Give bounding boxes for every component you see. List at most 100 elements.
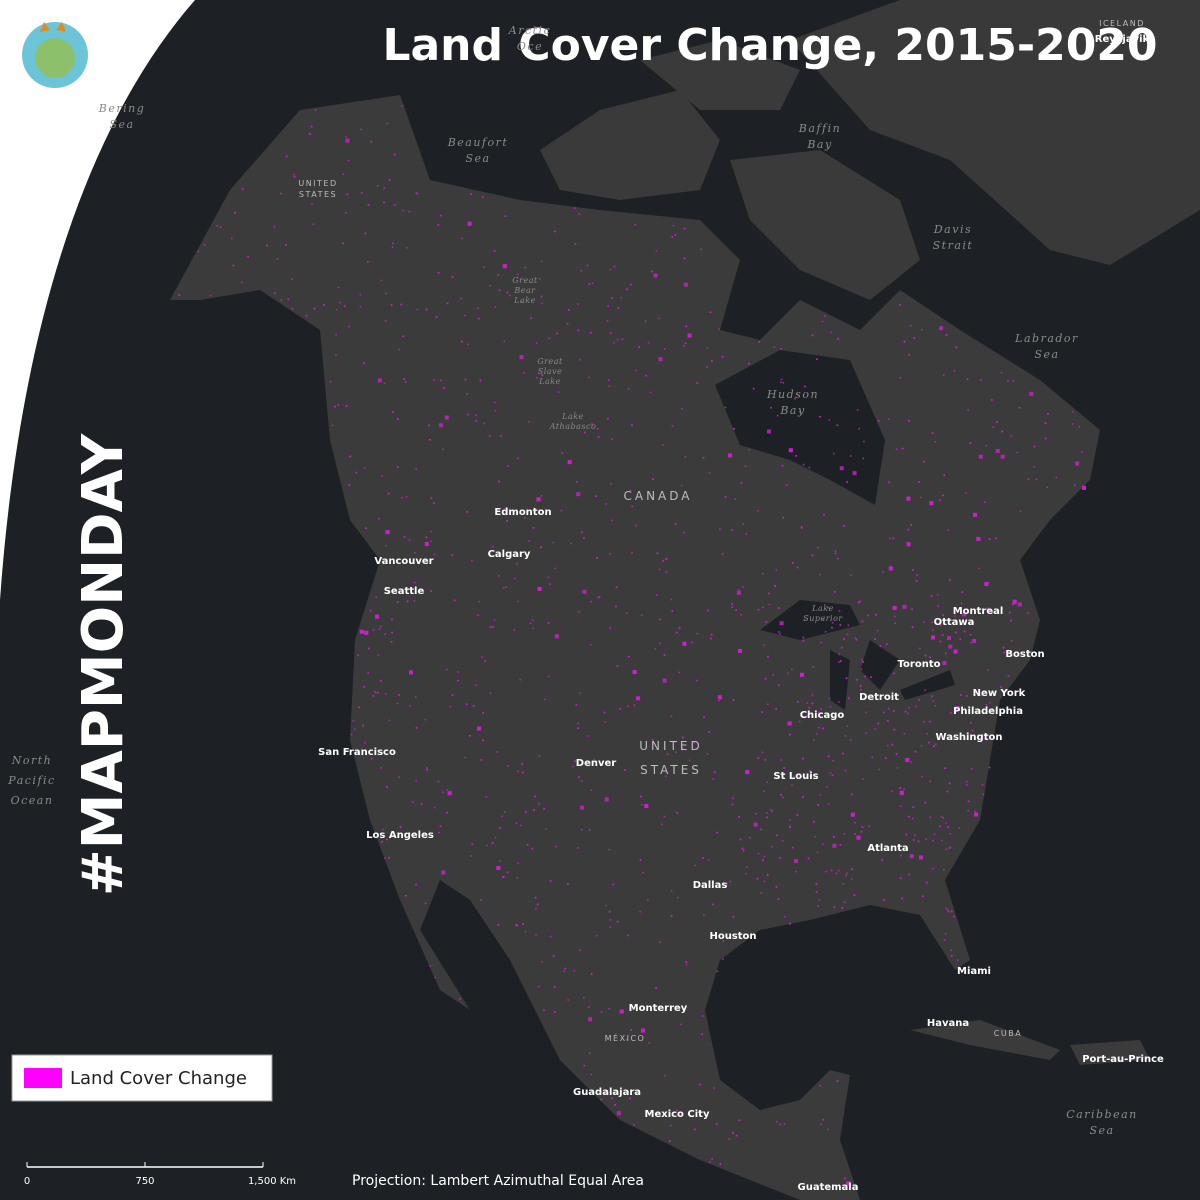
change-patch: [605, 904, 607, 907]
arctic-island: [540, 90, 720, 200]
change-patch: [576, 480, 578, 483]
change-patch: [1016, 451, 1018, 454]
change-patch: [424, 902, 427, 905]
change-patch: [588, 283, 591, 285]
change-patch: [863, 440, 865, 443]
change-patch: [967, 409, 969, 411]
change-patch: [408, 210, 410, 213]
change-patch: [945, 822, 947, 824]
change-patch: [579, 949, 581, 951]
change-patch: [652, 478, 654, 480]
change-patch: [392, 411, 394, 414]
change-patch: [536, 376, 538, 379]
change-patch: [766, 812, 768, 814]
change-patch: [1027, 612, 1030, 615]
change-patch: [953, 369, 955, 372]
change-patch: [969, 442, 972, 444]
change-patch: [985, 444, 988, 447]
change-patch: [556, 633, 558, 636]
change-patch: [811, 702, 814, 705]
change-patch: [647, 341, 650, 344]
caribbean-island: [910, 1020, 1150, 1065]
change-patch: [386, 786, 388, 788]
change-patch: [764, 758, 767, 761]
change-patch: [232, 264, 235, 267]
change-patch: [933, 833, 936, 836]
change-patch: [365, 527, 367, 530]
change-patch: [677, 896, 679, 899]
change-patch: [671, 425, 674, 427]
change-patch: [959, 623, 961, 626]
change-patch: [711, 360, 713, 362]
change-patch: [372, 695, 375, 697]
change-patch: [607, 379, 610, 382]
change-patch: [831, 626, 833, 629]
change-patch: [486, 844, 488, 847]
change-patch: [442, 448, 444, 450]
change-patch: [358, 706, 360, 709]
change-patch: [706, 753, 709, 755]
change-patch: [414, 696, 417, 698]
change-patch: [1080, 451, 1083, 454]
change-patch: [895, 448, 898, 451]
change-patch: [541, 960, 543, 963]
change-patch: [362, 724, 365, 727]
change-patch: [1019, 510, 1022, 513]
change-patch: [280, 192, 283, 195]
change-patch: [955, 346, 958, 349]
water-label: North: [11, 754, 53, 767]
change-patch: [398, 776, 400, 778]
change-patch: [635, 369, 637, 372]
change-patch: [942, 614, 945, 617]
change-patch: [498, 860, 501, 862]
change-patch: [908, 419, 910, 422]
change-patch: [670, 715, 673, 718]
change-patch: [291, 278, 293, 280]
change-patch: [1044, 422, 1047, 424]
change-patch: [515, 822, 518, 825]
change-patch: [493, 250, 496, 252]
water-label: Bay: [779, 404, 805, 417]
change-patch: [631, 505, 633, 508]
change-patch: [651, 270, 653, 273]
change-patch: [992, 426, 995, 428]
change-patch: [405, 495, 408, 498]
change-patch: [818, 726, 820, 729]
change-patch: [862, 778, 864, 780]
change-patch: [537, 985, 540, 988]
change-patch: [376, 184, 379, 187]
change-patch: [203, 244, 206, 246]
change-patch: [605, 503, 607, 505]
change-patch: [570, 542, 573, 545]
change-patch: [924, 654, 927, 657]
change-patch: [974, 812, 979, 817]
change-patch: [617, 307, 620, 309]
change-patch: [806, 715, 808, 717]
change-patch: [529, 622, 532, 625]
change-patch: [367, 671, 369, 674]
change-patch: [583, 996, 585, 999]
change-patch: [850, 574, 852, 577]
change-patch: [331, 424, 334, 427]
change-patch: [937, 605, 940, 608]
change-patch: [949, 711, 952, 714]
change-patch: [540, 495, 543, 497]
change-patch: [988, 538, 991, 540]
change-patch: [564, 967, 566, 970]
change-patch: [945, 848, 948, 851]
change-patch: [1000, 686, 1002, 688]
change-patch: [836, 424, 839, 427]
change-patch: [661, 823, 663, 826]
change-patch: [366, 261, 369, 263]
change-patch: [344, 211, 347, 214]
city-label: St Louis: [773, 771, 818, 782]
change-patch: [649, 391, 652, 394]
change-patch: [343, 305, 346, 307]
change-patch: [946, 790, 949, 793]
change-patch: [464, 756, 467, 759]
change-patch: [761, 711, 763, 713]
change-patch: [579, 805, 584, 810]
change-patch: [391, 631, 393, 634]
change-patch: [822, 1118, 825, 1121]
change-patch: [470, 855, 473, 857]
